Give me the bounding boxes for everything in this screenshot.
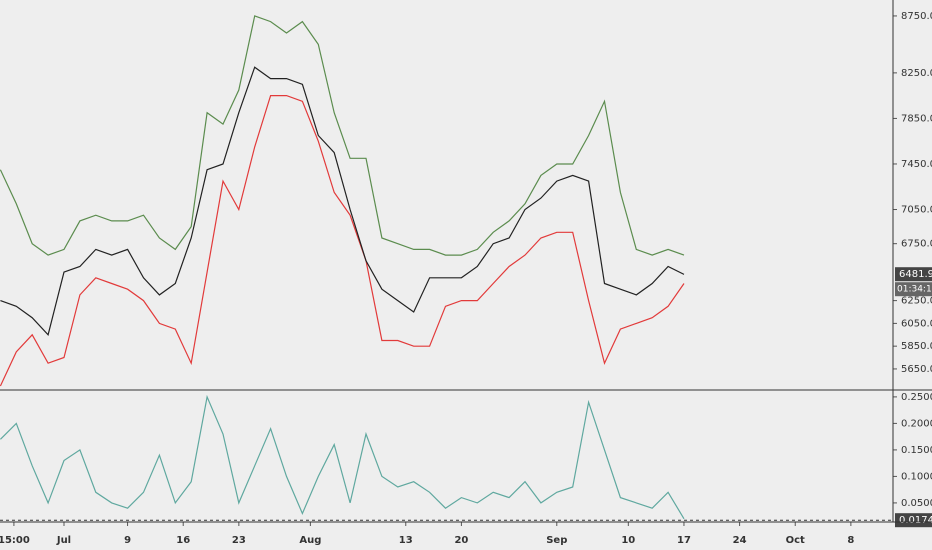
y-tick-label: 7850.0 (901, 113, 932, 124)
x-tick-label: 23 (232, 535, 246, 546)
x-tick-label: 15:00 (0, 535, 30, 546)
y-tick-label: 5650.0 (901, 364, 932, 375)
x-tick-label: 10 (621, 535, 635, 546)
x-tick-label: 9 (124, 535, 131, 546)
y-tick-label: 8750.0 (901, 11, 932, 22)
x-tick-label: 16 (176, 535, 190, 546)
x-tick-label: Oct (786, 535, 805, 546)
series-line (0, 66, 685, 337)
x-tick-label: 20 (454, 535, 468, 546)
y-tick-label: 8250.0 (901, 68, 932, 79)
x-tick-label: 17 (677, 535, 691, 546)
series-line (0, 15, 685, 256)
x-tick-label: Jul (56, 535, 71, 546)
y-tick-label: 0.2500 (901, 392, 932, 403)
y-tick-label: 6250.0 (901, 296, 932, 307)
x-tick-label: 24 (733, 535, 747, 546)
last-value-label: 6481.9 (899, 269, 932, 280)
last-value-box (895, 267, 932, 282)
y-tick-label: 6050.0 (901, 318, 932, 329)
x-tick-label: Sep (546, 535, 567, 546)
countdown-label: 01:34:14 (897, 285, 932, 295)
last-value-label: 0.0174 (899, 515, 932, 526)
x-tick-label: Aug (299, 535, 321, 546)
countdown-box (895, 282, 932, 297)
last-value-box (895, 513, 932, 528)
y-tick-label: 7050.0 (901, 205, 932, 216)
y-tick-label: 6750.0 (901, 239, 932, 250)
y-tick-label: 5850.0 (901, 341, 932, 352)
series-line (0, 95, 685, 387)
series-line (0, 394, 685, 520)
x-tick-label: 13 (399, 535, 413, 546)
x-tick-label: 8 (847, 535, 854, 546)
y-tick-label: 7450.0 (901, 159, 932, 170)
